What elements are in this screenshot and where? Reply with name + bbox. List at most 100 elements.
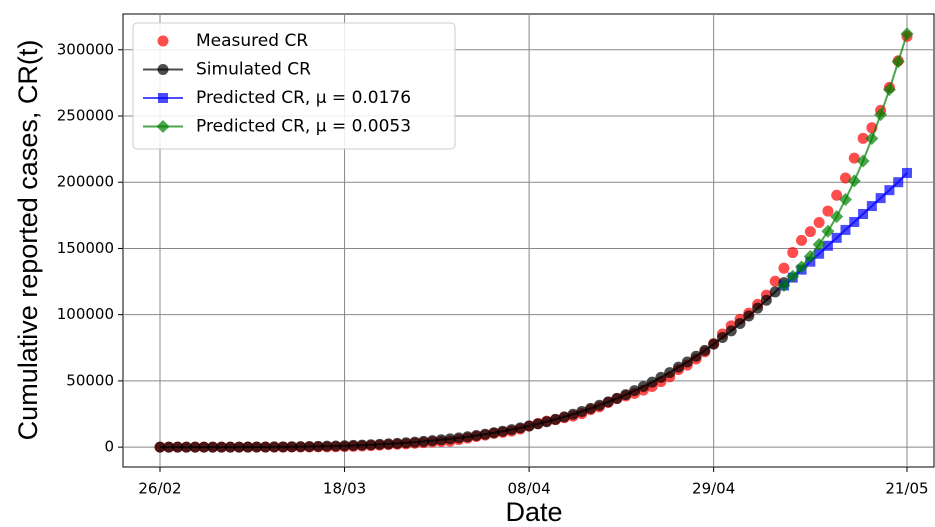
marker bbox=[224, 441, 236, 453]
marker bbox=[259, 441, 271, 453]
marker bbox=[814, 248, 825, 259]
marker bbox=[858, 209, 869, 220]
marker bbox=[620, 389, 632, 401]
x-axis-label: Date bbox=[505, 497, 562, 527]
x-tick-label: 26/02 bbox=[138, 480, 181, 498]
marker bbox=[778, 262, 790, 274]
marker bbox=[163, 441, 175, 453]
y-tick-label: 250000 bbox=[57, 106, 114, 124]
marker bbox=[453, 432, 465, 444]
marker bbox=[637, 381, 649, 393]
marker bbox=[891, 55, 905, 69]
marker bbox=[479, 428, 491, 440]
marker bbox=[752, 302, 764, 314]
marker bbox=[541, 416, 553, 428]
marker bbox=[497, 425, 509, 437]
marker bbox=[840, 224, 851, 235]
marker bbox=[330, 440, 342, 452]
marker bbox=[216, 441, 228, 453]
marker bbox=[268, 441, 280, 453]
marker bbox=[593, 399, 605, 411]
marker bbox=[725, 325, 737, 337]
marker bbox=[831, 232, 842, 243]
marker bbox=[769, 275, 781, 287]
series-layer bbox=[154, 27, 914, 453]
marker bbox=[664, 367, 676, 379]
marker bbox=[690, 350, 702, 362]
marker bbox=[347, 439, 359, 451]
y-tick-label: 50000 bbox=[66, 371, 114, 389]
marker bbox=[838, 192, 852, 206]
legend-label: Predicted CR, μ = 0.0053 bbox=[196, 117, 411, 137]
marker bbox=[154, 441, 166, 453]
marker bbox=[198, 441, 210, 453]
marker bbox=[602, 396, 614, 408]
marker bbox=[374, 438, 386, 450]
y-tick-label: 0 bbox=[104, 438, 114, 456]
marker bbox=[444, 433, 456, 445]
marker bbox=[821, 224, 835, 238]
marker bbox=[743, 310, 755, 322]
marker bbox=[856, 154, 870, 168]
marker bbox=[681, 356, 693, 368]
marker bbox=[488, 427, 500, 439]
x-tick-label: 08/04 bbox=[507, 480, 550, 498]
marker bbox=[233, 441, 245, 453]
marker bbox=[822, 205, 834, 217]
marker bbox=[796, 234, 808, 246]
marker bbox=[874, 108, 888, 122]
marker bbox=[514, 422, 526, 434]
marker bbox=[523, 420, 535, 432]
marker bbox=[576, 405, 588, 417]
marker bbox=[804, 226, 816, 238]
marker bbox=[830, 210, 844, 224]
marker bbox=[857, 132, 869, 144]
x-tick-label: 18/03 bbox=[323, 480, 366, 498]
marker bbox=[549, 413, 561, 425]
y-axis-label: Cumulative reported cases, CR(t) bbox=[13, 40, 43, 441]
legend-box bbox=[132, 22, 456, 150]
marker bbox=[849, 216, 860, 227]
marker bbox=[462, 431, 474, 443]
marker bbox=[813, 216, 825, 228]
marker bbox=[795, 260, 809, 274]
marker bbox=[382, 438, 394, 450]
marker bbox=[866, 201, 877, 212]
marker bbox=[295, 441, 307, 453]
marker bbox=[655, 371, 667, 383]
marker bbox=[831, 189, 843, 201]
marker bbox=[567, 408, 579, 420]
legend-label: Predicted CR, μ = 0.0176 bbox=[196, 88, 411, 108]
marker bbox=[585, 402, 597, 414]
marker bbox=[409, 436, 421, 448]
legend-label: Simulated CR bbox=[196, 60, 311, 80]
marker bbox=[506, 424, 518, 436]
legend-label: Measured CR bbox=[196, 31, 308, 51]
marker bbox=[646, 376, 658, 388]
ticks: 0 50000 100000 150000 200000 250000 300000 26/0… bbox=[57, 40, 929, 497]
marker bbox=[400, 437, 412, 449]
marker bbox=[180, 441, 192, 453]
y-tick-label: 100000 bbox=[57, 305, 114, 323]
marker bbox=[716, 331, 728, 343]
marker bbox=[847, 174, 861, 188]
marker bbox=[242, 441, 254, 453]
marker bbox=[558, 411, 570, 423]
marker bbox=[629, 385, 641, 397]
marker bbox=[673, 361, 685, 373]
marker bbox=[803, 249, 817, 263]
marker bbox=[902, 167, 912, 178]
y-tick-label: 150000 bbox=[57, 239, 114, 257]
marker bbox=[207, 441, 219, 453]
marker bbox=[189, 441, 201, 453]
marker bbox=[251, 441, 263, 453]
legend: Measured CR Simulated CR Predicted CR, μ =… bbox=[132, 22, 456, 150]
marker bbox=[708, 338, 720, 350]
marker bbox=[882, 83, 896, 96]
marker bbox=[777, 279, 791, 293]
marker bbox=[356, 439, 368, 451]
legend-marker bbox=[158, 93, 168, 103]
marker bbox=[611, 392, 623, 404]
marker bbox=[884, 185, 895, 196]
legend-marker bbox=[156, 120, 170, 133]
